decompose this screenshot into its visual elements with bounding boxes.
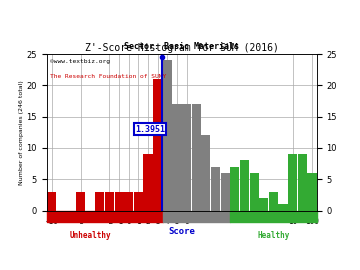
Bar [201, 136, 211, 211]
Bar [153, 79, 162, 211]
Bar [230, 167, 239, 211]
Y-axis label: Number of companies (246 total): Number of companies (246 total) [19, 80, 24, 185]
Text: 1.3951: 1.3951 [135, 125, 165, 134]
Bar [269, 192, 278, 211]
X-axis label: Score: Score [168, 227, 195, 236]
Bar [192, 104, 201, 211]
Text: ©www.textbiz.org: ©www.textbiz.org [50, 59, 109, 64]
Text: The Research Foundation of SUNY: The Research Foundation of SUNY [50, 74, 166, 79]
Text: Unhealthy: Unhealthy [69, 231, 111, 240]
Title: Z'-Score Histogram for SUM (2016): Z'-Score Histogram for SUM (2016) [85, 43, 279, 53]
Bar [298, 154, 307, 211]
Bar [172, 104, 181, 211]
Bar [163, 60, 172, 211]
Text: Sector: Basic Materials: Sector: Basic Materials [124, 42, 239, 51]
Bar [95, 192, 104, 211]
Bar [221, 173, 230, 211]
Bar [249, 173, 259, 211]
Bar [211, 167, 220, 211]
Bar [279, 204, 288, 211]
Bar [105, 192, 114, 211]
Bar [144, 154, 153, 211]
Bar [307, 173, 316, 211]
Bar [240, 160, 249, 211]
Bar [288, 154, 297, 211]
Bar [47, 192, 56, 211]
Text: Healthy: Healthy [257, 231, 289, 240]
Bar [134, 192, 143, 211]
Bar [182, 104, 191, 211]
Bar [259, 198, 268, 211]
Bar [114, 192, 124, 211]
Bar [76, 192, 85, 211]
Bar [124, 192, 133, 211]
